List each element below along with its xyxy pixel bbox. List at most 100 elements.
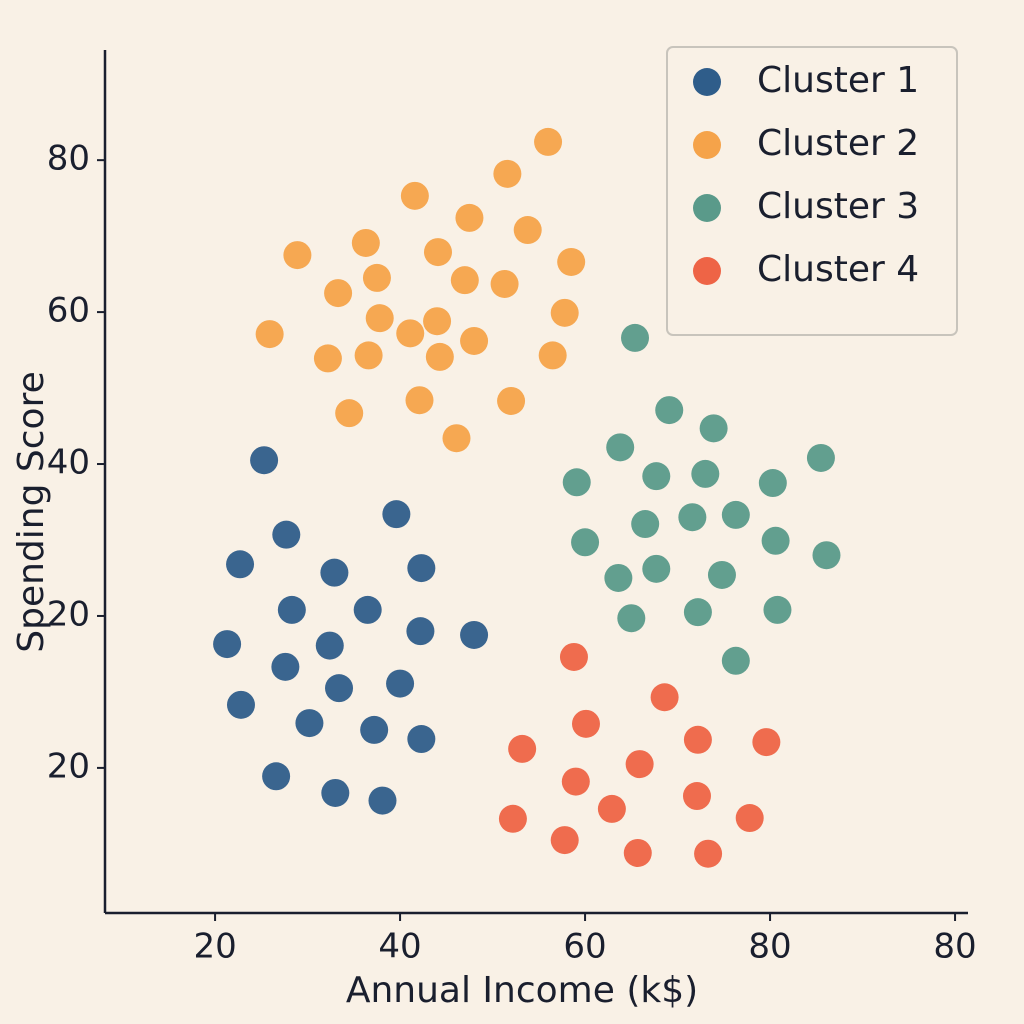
point [699, 414, 728, 443]
point [806, 443, 835, 472]
point [508, 734, 537, 763]
point [335, 399, 364, 428]
x-tick-label: 80 [748, 927, 791, 967]
point [694, 839, 723, 868]
x-tick-label: 80 [933, 927, 976, 967]
point [365, 304, 394, 333]
point [262, 762, 291, 791]
point [497, 386, 526, 415]
point [353, 595, 382, 624]
point [324, 279, 353, 308]
point [460, 620, 489, 649]
point [226, 690, 255, 719]
point [683, 598, 712, 627]
point [362, 263, 391, 292]
point [442, 424, 471, 453]
point [354, 341, 383, 370]
point [295, 709, 324, 738]
point [493, 159, 522, 188]
point [423, 307, 452, 336]
point [425, 342, 454, 371]
legend-marker [693, 257, 721, 285]
point [562, 468, 591, 497]
y-tick-label: 20 [47, 746, 90, 786]
point [812, 541, 841, 570]
legend-label: Cluster 4 [757, 249, 919, 290]
point [277, 595, 306, 624]
legend-marker [693, 131, 721, 159]
y-tick-label: 80 [47, 139, 90, 179]
point [597, 794, 626, 823]
point [678, 503, 707, 532]
point [455, 203, 484, 232]
point [623, 838, 652, 867]
point [721, 500, 750, 529]
legend-label: Cluster 2 [757, 123, 919, 164]
point [226, 550, 255, 579]
point [604, 563, 633, 592]
point [255, 320, 284, 349]
point [621, 323, 650, 352]
point [758, 469, 787, 498]
point [642, 462, 671, 491]
point [250, 446, 279, 475]
point [283, 241, 312, 270]
point [490, 269, 519, 298]
point [631, 510, 660, 539]
point [386, 669, 415, 698]
point [405, 386, 434, 415]
point [313, 344, 342, 373]
point [606, 433, 635, 462]
legend-label: Cluster 3 [757, 186, 919, 227]
x-tick-label: 40 [378, 927, 421, 967]
point [561, 767, 590, 796]
point [559, 642, 588, 671]
point [683, 725, 712, 754]
point [655, 396, 684, 425]
point [761, 526, 790, 555]
point [513, 216, 542, 245]
point [423, 238, 452, 267]
y-tick-label: 40 [47, 443, 90, 483]
point [642, 554, 671, 583]
legend-label: Cluster 1 [757, 60, 919, 101]
point [571, 528, 600, 557]
point [557, 247, 586, 276]
point [707, 560, 736, 589]
point [550, 298, 579, 327]
point [406, 617, 435, 646]
x-tick-label: 20 [193, 927, 236, 967]
point [682, 782, 711, 811]
point [534, 127, 563, 156]
point [321, 778, 350, 807]
point [538, 341, 567, 370]
x-axis-label: Annual Income (k$) [346, 970, 698, 1011]
point [315, 631, 344, 660]
point [498, 804, 527, 833]
point [407, 725, 436, 754]
y-tick-label: 20 [47, 594, 90, 634]
point [368, 786, 397, 815]
point [325, 674, 354, 703]
y-axis-label: Spending Score [11, 371, 52, 652]
point [272, 520, 301, 549]
point [763, 595, 792, 624]
point [617, 604, 646, 633]
point [650, 683, 679, 712]
legend-marker [693, 194, 721, 222]
point [400, 181, 429, 210]
point [752, 728, 781, 757]
point [213, 630, 242, 659]
point [625, 750, 654, 779]
point [691, 459, 720, 488]
point [550, 826, 579, 855]
point [271, 652, 300, 681]
point [360, 715, 389, 744]
point [735, 804, 764, 833]
point [382, 500, 411, 529]
point [721, 646, 750, 675]
point [571, 709, 600, 738]
y-tick-label: 60 [47, 291, 90, 331]
x-tick-label: 60 [563, 927, 606, 967]
